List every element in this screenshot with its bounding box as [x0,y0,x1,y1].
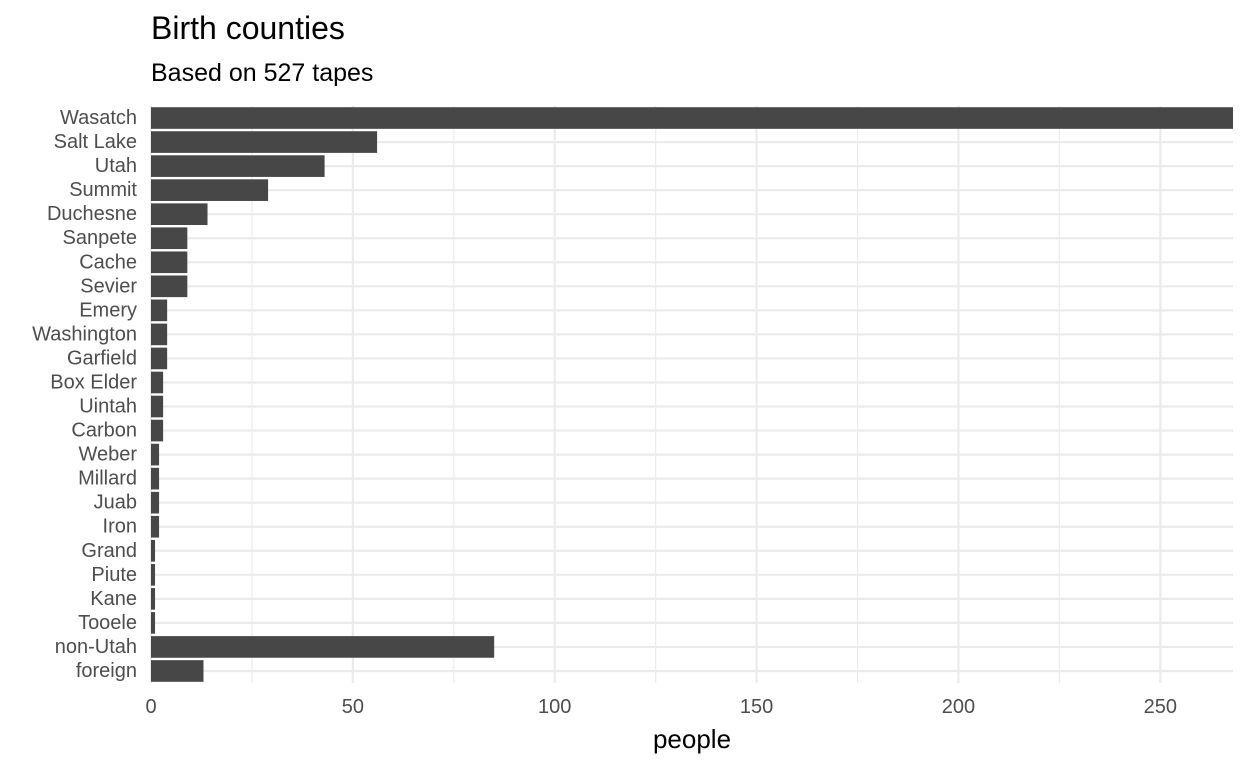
chart-title: Birth counties [151,10,345,46]
category-label: Carbon [71,420,137,442]
bars [151,107,1233,682]
bar-grand [151,539,156,562]
bar-box-elder [151,371,164,394]
category-label: Grand [81,540,137,562]
category-label: Tooele [78,612,137,634]
category-label: Uintah [79,396,137,418]
category-label: Duchesne [47,203,137,225]
category-label: Wasatch [60,107,137,129]
x-axis-title: people [653,724,731,754]
category-label: Sanpete [62,227,137,249]
category-label: Cache [79,251,137,273]
category-label: Utah [95,155,137,177]
bar-uintah [151,395,164,418]
bar-kane [151,588,156,610]
bar-tooele [151,612,156,634]
bar-juab [151,491,160,514]
category-label: Box Elder [50,371,137,393]
grid-lines [149,106,1233,683]
chart-subtitle: Based on 527 tapes [151,59,374,87]
bar-garfield [151,347,168,370]
bar-millard [151,467,160,490]
x-tick-label: 50 [342,696,364,718]
category-label: Salt Lake [54,131,137,153]
x-tick-label: 150 [740,696,773,718]
x-tick-label: 100 [538,696,571,718]
bar-emery [151,299,168,322]
bar-carbon [151,419,164,442]
bar-cache [151,251,188,274]
category-label: Emery [79,299,137,321]
bar-weber [151,443,160,466]
bar-iron [151,515,160,538]
x-tick-labels: 0 50 100 150 200 250 [145,696,1177,718]
category-label: Sevier [80,275,137,297]
bar-sanpete [151,227,188,250]
category-label: Weber [78,444,137,466]
x-tick-label: 0 [145,696,156,718]
bar-duchesne [151,203,208,226]
bar-non-utah [151,636,495,658]
bar-sevier [151,275,188,298]
bar-wasatch [151,107,1233,129]
category-label: foreign [76,660,137,682]
bar-utah [151,155,325,177]
category-label: Washington [32,323,137,345]
category-label: Millard [78,468,137,490]
category-label: Piute [91,564,137,586]
category-label: non-Utah [55,636,137,658]
bar-piute [151,563,156,586]
bar-foreign [151,660,204,682]
x-tick-label: 250 [1144,696,1177,718]
x-tick-label: 200 [942,696,975,718]
category-label: Summit [69,179,137,201]
bar-summit [151,179,269,201]
category-label: Kane [90,588,137,610]
category-label: Juab [94,492,137,514]
bar-washington [151,323,168,346]
bar-salt-lake [151,131,378,153]
category-label: Iron [103,516,137,538]
category-label: Garfield [67,347,137,369]
